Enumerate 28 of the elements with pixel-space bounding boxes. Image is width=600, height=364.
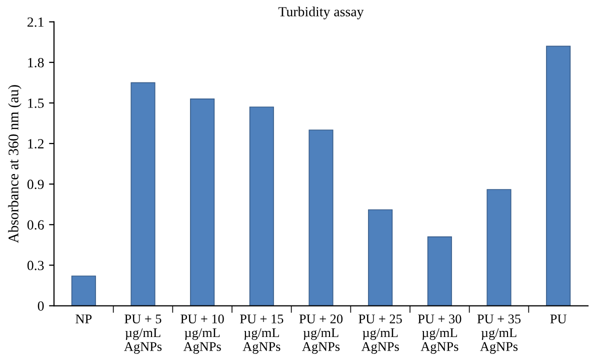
x-tick-label: PU + 35 µg/mL AgNPs <box>477 314 521 354</box>
chart-title: Turbidity assay <box>278 6 364 20</box>
bar <box>190 98 215 306</box>
bar <box>71 276 96 306</box>
bar <box>368 209 393 306</box>
x-tick-label: PU + 30 µg/mL AgNPs <box>418 314 462 354</box>
y-tick-label: 2.1 <box>28 17 44 27</box>
bar <box>308 130 334 306</box>
x-tick-label: PU <box>550 314 566 324</box>
y-tick-label: 1.2 <box>28 139 44 149</box>
y-tick-label: 1.8 <box>28 58 44 68</box>
x-tick-label: PU + 15 µg/mL AgNPs <box>240 314 284 354</box>
x-tick-label: PU + 5 µg/mL AgNPs <box>124 314 162 354</box>
y-tick-label: 0 <box>38 301 44 311</box>
bar <box>546 46 571 306</box>
x-tick-label: PU + 20 µg/mL AgNPs <box>299 314 343 354</box>
bar <box>130 82 156 306</box>
x-tick-label: NP <box>76 314 92 324</box>
bar <box>427 236 452 306</box>
x-tick-label: PU + 25 µg/mL AgNPs <box>358 314 402 354</box>
y-tick-label: 0.3 <box>27 260 44 270</box>
bar <box>249 106 274 306</box>
y-tick-label: 1.5 <box>28 98 44 108</box>
bar <box>486 189 512 306</box>
x-tick-label: PU + 10 µg/mL AgNPs <box>180 314 224 354</box>
y-tick-label: 0.9 <box>27 180 44 190</box>
y-axis-title: Absorbance at 360 nm (au) <box>8 85 22 244</box>
y-tick-label: 0.6 <box>27 220 44 230</box>
